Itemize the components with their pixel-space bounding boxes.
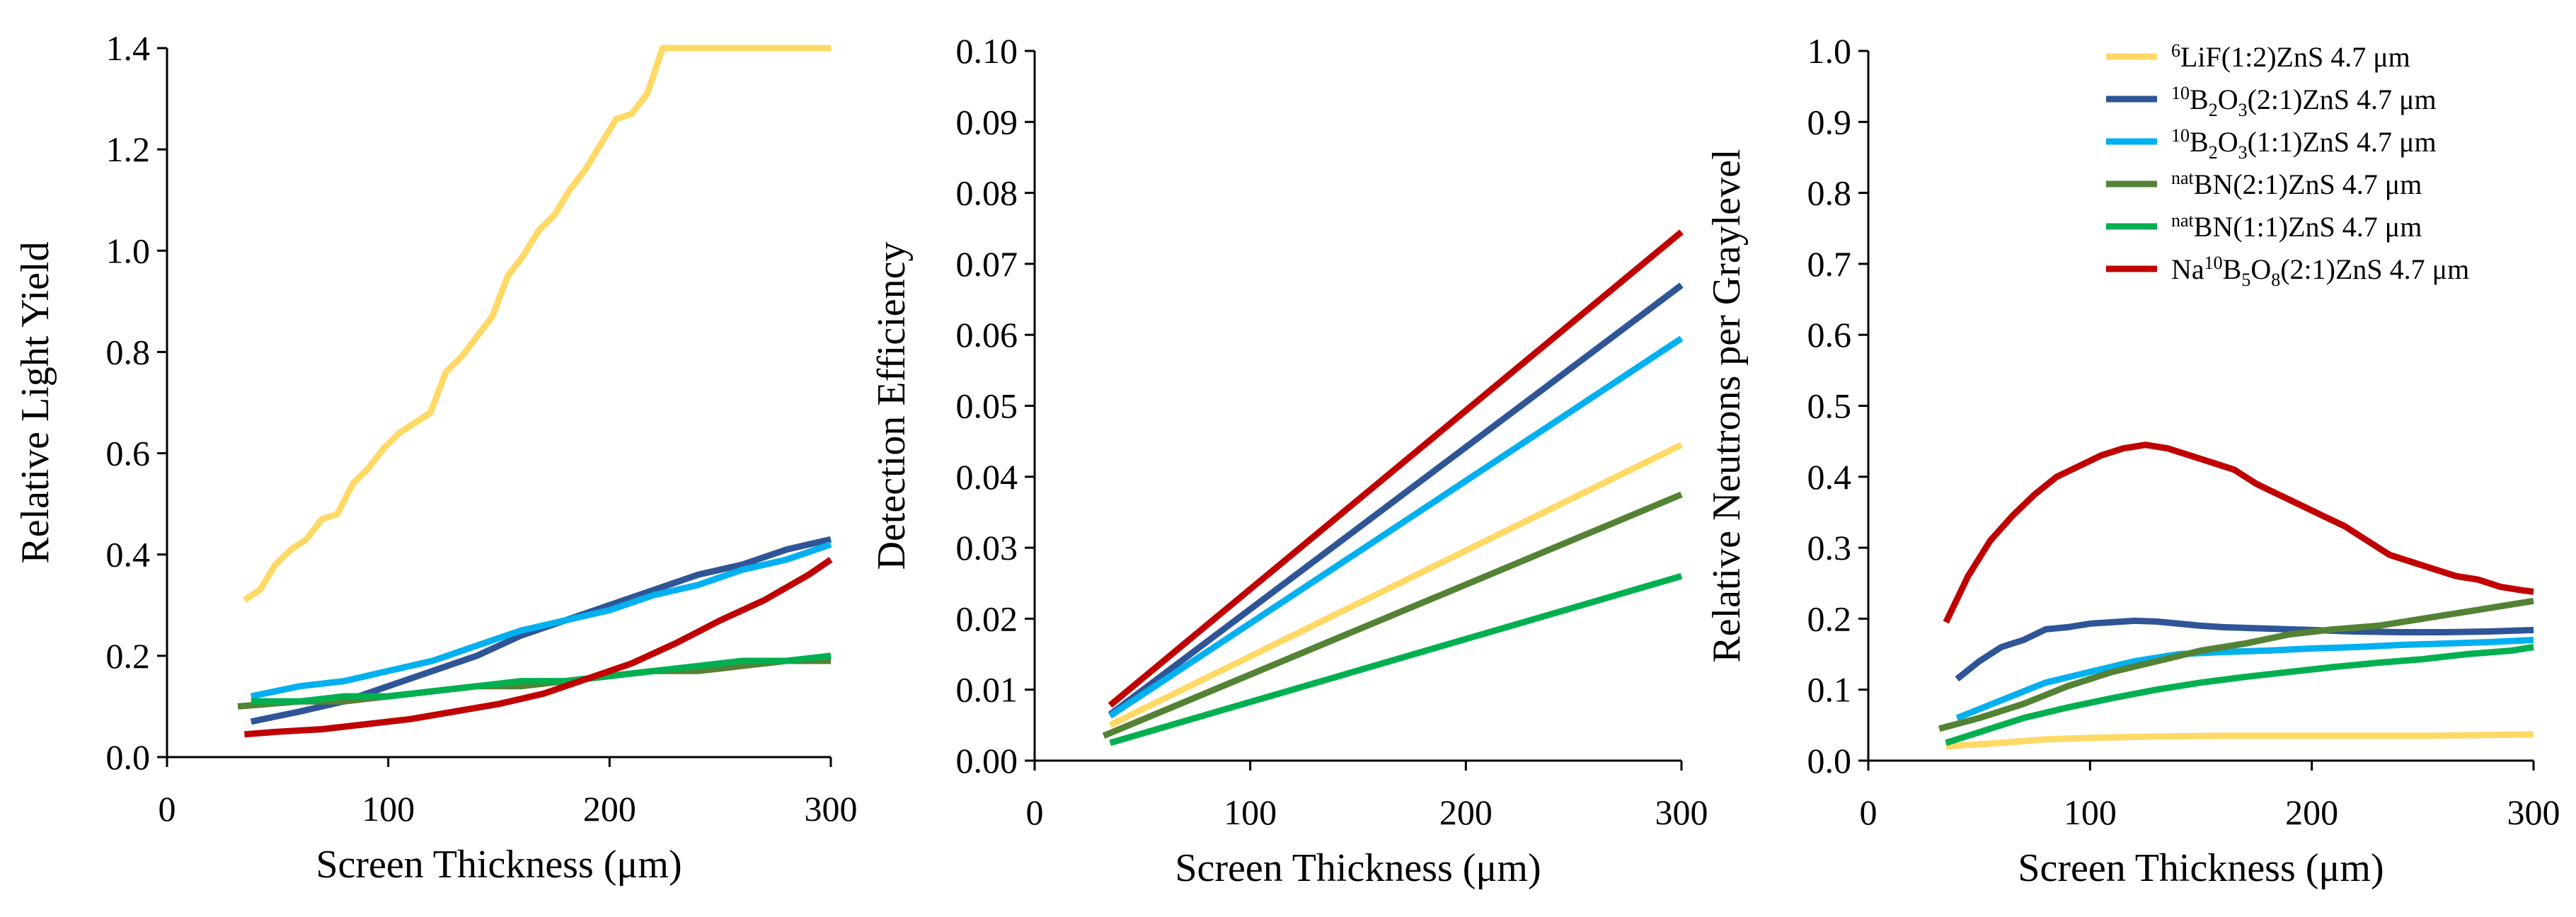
y-tick-label: 0.09 [956,102,1018,142]
x-tick-label: 200 [2285,792,2338,832]
y-tick-label: 0.05 [956,386,1018,426]
series-line-b2o3-11 [1955,637,2534,721]
x-axis-label: Screen Thickness (μm) [2018,846,2384,890]
x-axis-label: Screen Thickness (μm) [1175,846,1541,890]
y-tick-label: 1.4 [106,28,151,68]
x-tick-label: 100 [1224,792,1277,832]
series-line-b2o3-11 [250,541,832,700]
y-tick-label: 0.01 [956,670,1018,710]
x-tick-label: 100 [2064,792,2117,832]
y-tick-label: 0.00 [956,741,1018,780]
y-tick-label: 0.2 [106,636,151,676]
y-tick-label: 0.8 [106,332,151,371]
y-tick-label: 0.2 [1807,599,1852,638]
x-tick-label: 100 [362,789,415,829]
series-line-lif6 [1108,442,1683,728]
y-tick-label: 0.03 [956,528,1018,567]
series-line-bn-11 [1945,644,2534,746]
series-line-bn-11 [1109,572,1683,746]
y-tick-label: 1.2 [106,129,151,169]
legend-label: 10B2O3(2:1)ZnS 4.7 μm [2171,83,2437,120]
legend-label: Na10B5O8(2:1)ZnS 4.7 μm [2171,253,2469,290]
y-tick-label: 0.08 [956,173,1018,213]
series-line-bn-21 [1938,597,2534,732]
series-line-bn-21 [1102,491,1683,739]
series-line-nabo-21 [1108,229,1684,708]
legend-item: 6LiF(1:2)ZnS 4.7 μm [2106,40,2410,73]
y-axis-label: Detection Efficiency [870,242,914,570]
series-line-bn-11 [251,652,832,705]
legend-label: natBN(1:1)ZnS 4.7 μm [2171,210,2422,243]
x-tick-label: 0 [1026,792,1044,832]
legend: 6LiF(1:2)ZnS 4.7 μm 10B2O3(2:1)ZnS 4.7 μm… [2106,40,2469,290]
x-tick-label: 300 [805,789,858,829]
x-tick-label: 0 [1860,792,1878,832]
chart-panel-2: 0.00 0.01 0.02 0.03 0.04 0.05 0.06 0.07 0.08 0.09… [870,31,1708,890]
series-line-nabo-21 [1943,442,2534,624]
series-line-b2o3-21 [1108,282,1684,717]
y-tick-label: 0.5 [1807,386,1852,426]
legend-item: natBN(2:1)ZnS 4.7 μm [2106,168,2422,200]
x-tick-label: 200 [1439,792,1493,832]
y-tick-label: 0.9 [1807,102,1852,142]
legend-label: 6LiF(1:2)ZnS 4.7 μm [2171,40,2410,73]
y-tick-label: 0.4 [106,535,151,575]
y-axis-label: Relative Light Yield [13,241,57,563]
series-line-lif6 [242,45,831,603]
y-tick-label: 0.04 [956,457,1018,497]
legend-label: natBN(2:1)ZnS 4.7 μm [2171,168,2422,200]
x-tick-label: 300 [1655,792,1708,832]
y-tick-label: 0.7 [1807,244,1852,284]
chart-panels: 0.0 0.2 0.4 0.6 0.8 1.0 1.2 1.4 0 100 200 300 Screen… [13,28,2560,890]
y-tick-label: 0.0 [106,737,151,777]
y-tick-label: 1.0 [106,231,151,270]
y-tick-label: 0.0 [1807,741,1852,780]
x-axis-label: Screen Thickness (μm) [316,843,682,887]
y-tick-label: 0.06 [956,315,1018,354]
y-tick-label: 0.1 [1807,670,1852,710]
y-tick-label: 0.8 [1807,173,1852,213]
legend-item: Na10B5O8(2:1)ZnS 4.7 μm [2106,253,2469,290]
legend-item: natBN(1:1)ZnS 4.7 μm [2106,210,2422,243]
y-tick-label: 0.6 [106,434,151,473]
series-line-b2o3-11 [1108,335,1684,719]
legend-item: 10B2O3(2:1)ZnS 4.7 μm [2106,83,2437,120]
y-tick-label: 0.02 [956,599,1018,638]
series-line-nabo-21 [244,557,833,738]
chart-panel-3: 0.0 0.1 0.2 0.3 0.4 0.5 0.6 0.7 0.8 0.9 1.0 0 100 200… [1705,31,2560,890]
legend-label: 10B2O3(1:1)ZnS 4.7 μm [2171,125,2437,163]
series-line-lif6 [1945,731,2534,750]
legend-item: 10B2O3(1:1)ZnS 4.7 μm [2106,125,2437,163]
series-line-b2o3-21 [1955,617,2534,682]
y-tick-label: 1.0 [1807,31,1852,71]
y-axis-label: Relative Neutrons per Graylevel [1705,149,1749,662]
chart-panel-1: 0.0 0.2 0.4 0.6 0.8 1.0 1.2 1.4 0 100 200 300 Screen… [13,28,858,887]
y-tick-label: 0.10 [956,31,1018,71]
x-tick-label: 0 [159,789,176,829]
x-tick-label: 200 [583,789,636,829]
x-tick-label: 300 [2507,792,2560,832]
y-tick-label: 0.3 [1807,528,1852,567]
y-tick-label: 0.07 [956,244,1018,284]
y-tick-label: 0.6 [1807,315,1852,354]
y-tick-label: 0.4 [1807,457,1852,497]
